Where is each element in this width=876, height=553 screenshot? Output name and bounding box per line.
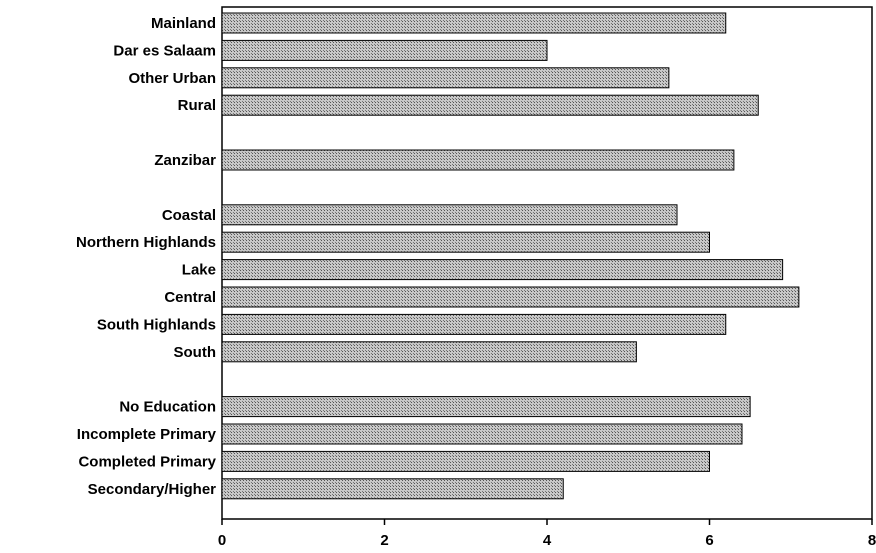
bar <box>221 204 678 226</box>
category-label: Incomplete Primary <box>77 426 217 443</box>
x-axis-ticks: 0 2 4 6 8 <box>218 519 876 549</box>
category-labels: Mainland Dar es Salaam Other Urban Rural Zan… <box>76 15 217 498</box>
x-tick-label: 0 <box>218 532 226 548</box>
bar <box>221 286 800 308</box>
category-label: Rural <box>178 97 216 114</box>
bar <box>221 12 727 34</box>
category-label: Central <box>164 289 216 306</box>
x-tick-label: 2 <box>380 532 388 548</box>
category-label: Other Urban <box>128 70 216 87</box>
bar <box>221 478 564 500</box>
x-tick-label: 6 <box>705 532 713 548</box>
bar <box>221 67 670 89</box>
category-label: Northern Highlands <box>76 234 216 251</box>
category-label: South <box>174 344 217 361</box>
category-label: Coastal <box>162 207 216 224</box>
category-label: Completed Primary <box>78 453 216 470</box>
category-label: No Education <box>119 399 216 416</box>
x-tick-label: 8 <box>868 532 876 548</box>
bar <box>221 149 735 171</box>
bars-layer <box>221 12 800 500</box>
x-tick-label: 4 <box>543 532 552 548</box>
bar <box>221 94 759 116</box>
category-label: Lake <box>182 262 216 279</box>
bar <box>221 259 784 281</box>
category-label: Secondary/Higher <box>88 481 217 498</box>
bar <box>221 341 637 363</box>
category-label: Dar es Salaam <box>113 42 216 59</box>
category-label: South Highlands <box>97 316 216 333</box>
bar <box>221 231 710 253</box>
category-label: Zanzibar <box>154 152 216 169</box>
bar <box>221 39 548 61</box>
bar <box>221 313 727 335</box>
category-label: Mainland <box>151 15 216 32</box>
bar <box>221 423 743 445</box>
bar <box>221 396 751 418</box>
bar <box>221 450 710 472</box>
